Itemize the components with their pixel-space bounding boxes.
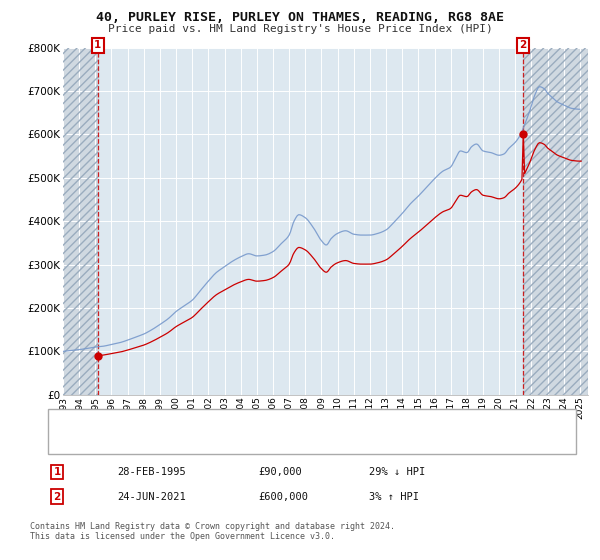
Text: 2: 2	[520, 40, 527, 50]
Text: Price paid vs. HM Land Registry's House Price Index (HPI): Price paid vs. HM Land Registry's House …	[107, 24, 493, 34]
Bar	[63, 48, 98, 395]
Text: 24-JUN-2021: 24-JUN-2021	[117, 492, 186, 502]
Text: Contains HM Land Registry data © Crown copyright and database right 2024.
This d: Contains HM Land Registry data © Crown c…	[30, 522, 395, 542]
Text: ─────: ─────	[57, 414, 91, 424]
Bar	[63, 48, 98, 395]
Text: ─────: ─────	[57, 436, 91, 446]
Text: 1: 1	[94, 40, 101, 50]
Text: 3% ↑ HPI: 3% ↑ HPI	[369, 492, 419, 502]
Text: 40, PURLEY RISE, PURLEY ON THAMES, READING, RG8 8AE: 40, PURLEY RISE, PURLEY ON THAMES, READI…	[96, 11, 504, 24]
Bar	[523, 48, 588, 395]
Text: £600,000: £600,000	[258, 492, 308, 502]
Text: 28-FEB-1995: 28-FEB-1995	[117, 467, 186, 477]
Text: 40, PURLEY RISE, PURLEY ON THAMES, READING, RG8 8AE (detached house): 40, PURLEY RISE, PURLEY ON THAMES, READI…	[99, 414, 507, 424]
Bar	[523, 48, 588, 395]
Text: 29% ↓ HPI: 29% ↓ HPI	[369, 467, 425, 477]
Text: 2: 2	[53, 492, 61, 502]
Text: £90,000: £90,000	[258, 467, 302, 477]
Text: 1: 1	[53, 467, 61, 477]
Text: HPI: Average price, detached house, West Berkshire: HPI: Average price, detached house, West…	[99, 436, 399, 446]
